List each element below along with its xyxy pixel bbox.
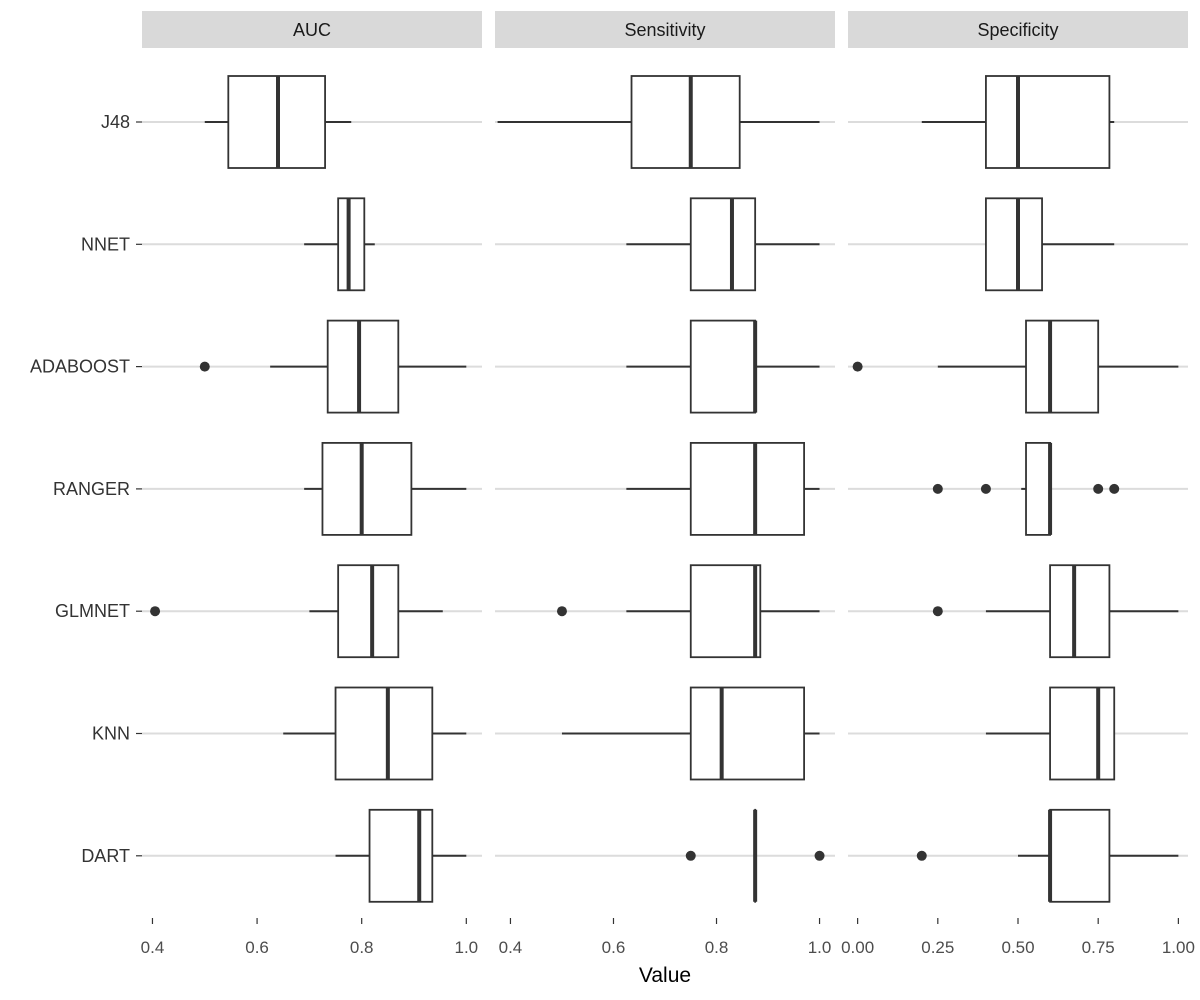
y-label-ranger: RANGER	[53, 479, 130, 499]
box-iqr	[368, 808, 434, 903]
box-sensitivity-glmnet	[556, 564, 820, 659]
facet-strip-sensitivity	[495, 11, 835, 48]
outlier-point-1	[814, 850, 825, 861]
y-axis: J48 NNET ADABOOST RANGER GLMNET KNN DART	[30, 112, 142, 866]
box-specificity-nnet	[985, 197, 1115, 292]
box-specificity-knn	[985, 686, 1116, 781]
box-specificity-ranger	[932, 441, 1120, 536]
box-iqr	[1049, 686, 1116, 781]
x-tick-label-auc-0: 0.4	[141, 938, 165, 957]
outlier-point-0	[685, 850, 696, 861]
box-auc-adaboost	[199, 319, 467, 414]
x-tick-label-specificity-3: 0.75	[1082, 938, 1115, 957]
outlier-point-0	[199, 361, 210, 372]
y-label-dart: DART	[81, 846, 130, 866]
box-iqr	[985, 197, 1043, 292]
outlier-point-0	[932, 483, 943, 494]
facet-title-auc: AUC	[293, 20, 331, 40]
x-tick-label-specificity-1: 0.25	[921, 938, 954, 957]
outlier-point-3	[1109, 483, 1120, 494]
facet-title-sensitivity: Sensitivity	[624, 20, 705, 40]
box-sensitivity-dart	[685, 808, 825, 903]
box-auc-dart	[335, 808, 467, 903]
y-label-knn: KNN	[92, 724, 130, 744]
x-tick-label-specificity-2: 0.50	[1001, 938, 1034, 957]
box-iqr	[337, 564, 400, 659]
box-iqr	[630, 75, 741, 169]
box-iqr	[1025, 319, 1100, 414]
y-label-adaboost: ADABOOST	[30, 357, 130, 377]
facet-strips: AUC Sensitivity Specificity	[142, 11, 1188, 48]
box-iqr	[321, 441, 413, 536]
y-label-j48: J48	[101, 112, 130, 132]
box-iqr	[337, 197, 366, 292]
y-label-glmnet: GLMNET	[55, 601, 130, 621]
y-label-nnet: NNET	[81, 234, 130, 254]
x-tick-label-sensitivity-3: 1.0	[808, 938, 832, 957]
facet-strip-auc	[142, 11, 482, 48]
facet-title-specificity: Specificity	[977, 20, 1058, 40]
boxes-layer	[150, 75, 1179, 903]
outlier-point-1	[980, 483, 991, 494]
box-iqr	[689, 686, 805, 781]
box-auc-ranger	[304, 441, 467, 536]
box-specificity-glmnet	[932, 564, 1179, 659]
x-tick-label-sensitivity-0: 0.4	[499, 938, 523, 957]
box-iqr	[326, 319, 400, 414]
box-sensitivity-nnet	[626, 197, 820, 292]
box-sensitivity-ranger	[626, 441, 820, 536]
x-tick-label-auc-1: 0.6	[245, 938, 269, 957]
box-iqr	[1049, 808, 1111, 903]
x-tick-label-auc-2: 0.8	[350, 938, 374, 957]
outlier-point-2	[1093, 483, 1104, 494]
box-sensitivity-j48	[497, 75, 820, 169]
x-axis: 0.4 0.6 0.8 1.0 0.4 0.6 0.8 1.0 0.00 0.25 0.50 0.75…	[141, 918, 1195, 957]
box-auc-glmnet	[150, 564, 443, 659]
box-specificity-j48	[921, 75, 1115, 169]
box-iqr	[1049, 564, 1111, 659]
box-iqr	[1025, 441, 1051, 536]
outlier-point-0	[150, 606, 161, 617]
outlier-point-0	[852, 361, 863, 372]
box-iqr	[689, 319, 757, 414]
box-iqr	[689, 441, 805, 536]
box-iqr	[334, 686, 434, 781]
x-axis-title: Value	[639, 964, 691, 987]
outlier-point-0	[916, 850, 927, 861]
x-tick-label-sensitivity-2: 0.8	[705, 938, 729, 957]
box-specificity-adaboost	[852, 319, 1179, 414]
box-auc-knn	[283, 686, 467, 781]
box-iqr	[689, 564, 762, 659]
box-iqr	[985, 75, 1111, 169]
box-iqr	[689, 197, 757, 292]
box-auc-nnet	[304, 197, 375, 292]
outlier-point-0	[556, 606, 567, 617]
box-sensitivity-knn	[561, 686, 820, 781]
box-auc-j48	[204, 75, 352, 169]
x-tick-label-specificity-0: 0.00	[841, 938, 874, 957]
x-tick-label-auc-3: 1.0	[454, 938, 478, 957]
x-tick-label-specificity-4: 1.00	[1162, 938, 1195, 957]
box-sensitivity-adaboost	[626, 319, 820, 414]
facet-strip-specificity	[848, 11, 1188, 48]
outlier-point-0	[932, 606, 943, 617]
box-specificity-dart	[916, 808, 1179, 903]
x-tick-label-sensitivity-1: 0.6	[602, 938, 626, 957]
